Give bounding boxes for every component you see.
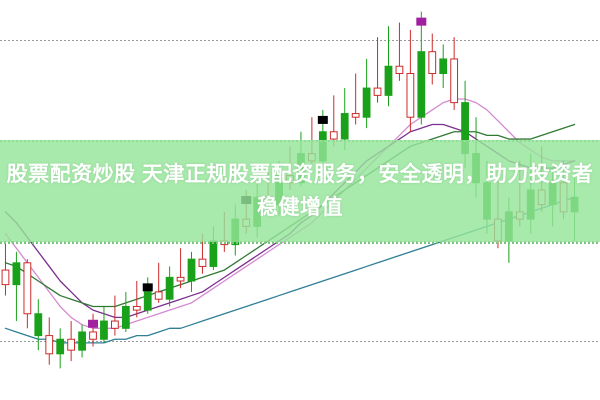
banner-headline: 股票配资炒股 天津正规股票配资服务，安全透明，助力投资者稳健增值 [6, 163, 594, 219]
candle [428, 33, 437, 85]
candle [417, 11, 426, 125]
candle [165, 266, 174, 307]
candle [395, 22, 404, 81]
candle [143, 277, 152, 314]
candle [12, 251, 21, 322]
candle [89, 313, 97, 347]
chart-marker [317, 115, 328, 124]
banner-green-band [0, 140, 600, 242]
candle [373, 37, 382, 103]
candle [121, 291, 130, 332]
candle [34, 299, 43, 351]
candle [384, 26, 393, 107]
banner-bottom-dotted-edge [0, 242, 600, 244]
candle [1, 240, 10, 296]
candle [78, 324, 86, 358]
candle [406, 29, 415, 132]
candle [45, 317, 54, 365]
candle [362, 58, 371, 129]
candle [176, 248, 185, 289]
candle [67, 321, 76, 362]
candle [187, 251, 196, 292]
candle [100, 306, 108, 343]
chart-marker [88, 319, 99, 328]
chart-marker [416, 17, 427, 26]
candle [56, 328, 65, 369]
candle [450, 37, 459, 110]
candle [340, 88, 349, 150]
chart-marker [142, 283, 153, 292]
candle [439, 44, 448, 89]
candle [329, 95, 338, 147]
candle [111, 295, 119, 336]
candle [23, 259, 32, 329]
candle [351, 73, 360, 125]
candle [154, 262, 163, 303]
candle [132, 281, 141, 318]
